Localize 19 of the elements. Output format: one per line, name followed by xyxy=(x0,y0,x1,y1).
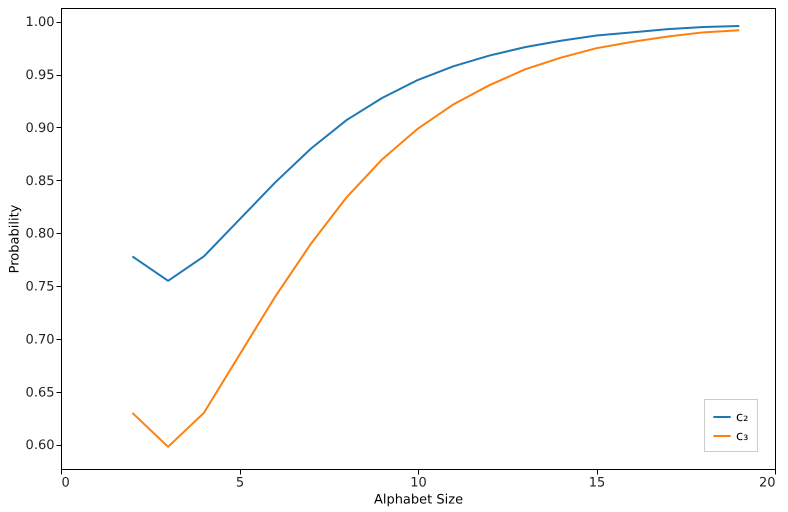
y-tick-label: 0.65 xyxy=(26,385,54,400)
x-tick-label: 5 xyxy=(236,476,244,490)
y-tick-label: 0.95 xyxy=(26,68,54,84)
x-tick-label: 15 xyxy=(588,476,606,490)
line-series xyxy=(131,24,740,282)
x-tick-label: 0 xyxy=(62,476,70,490)
x-tick-label: 10 xyxy=(410,476,427,490)
y-axis-title: Probability xyxy=(8,204,23,274)
y-tick-label: 0.90 xyxy=(26,120,54,136)
y-tick-label: 0.70 xyxy=(26,332,54,348)
legend-label: c₃ xyxy=(736,429,748,444)
y-tick-label: 0.85 xyxy=(26,174,54,189)
legend-label: c₂ xyxy=(736,410,748,425)
x-tick-label: 20 xyxy=(758,476,776,490)
y-tick-label: 0.80 xyxy=(26,226,54,242)
y-tick-label: 0.75 xyxy=(26,280,54,295)
y-tick-label: 1.00 xyxy=(26,15,54,30)
x-axis-title: Alphabet Size xyxy=(374,492,464,508)
y-tick-label: 0.60 xyxy=(26,438,54,454)
